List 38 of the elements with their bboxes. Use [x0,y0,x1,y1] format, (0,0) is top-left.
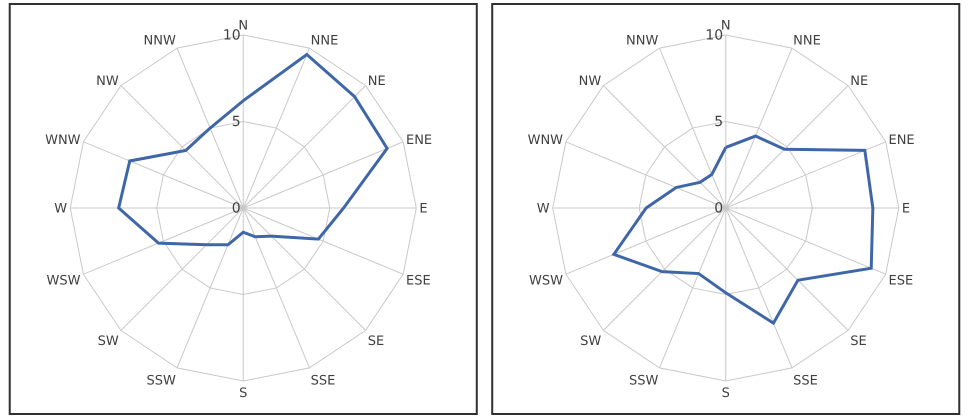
spoke-label: NE [850,74,868,89]
spoke-label: N [720,18,731,34]
spoke-label: E [419,202,428,217]
spoke-label: ESE [888,274,914,289]
spoke-label: WNW [45,132,81,148]
spoke-label: W [536,202,550,217]
spoke-label: ENE [888,132,915,148]
spoke-label: WSW [529,274,564,289]
spoke-label: NNW [626,34,658,49]
spoke-label: SSW [628,373,658,388]
spoke-label: SW [580,334,602,349]
y-tick-label: 10 [222,28,241,44]
spoke-label: NW [578,74,602,89]
spoke-label: NW [96,74,119,89]
spoke-label: ENE [406,132,432,148]
spoke-label: SSW [146,373,176,388]
spoke-label: SSE [793,373,818,388]
spoke-label: SW [98,334,119,349]
spoke-label: ESE [406,274,431,289]
y-tick-label: 5 [232,114,241,130]
spoke-label: WNW [528,132,564,148]
spoke-label: S [722,386,730,402]
spoke-label: NNE [793,34,821,49]
y-tick-label: 0 [232,200,241,217]
y-tick-label: 5 [714,114,724,130]
spoke-label: WSW [46,274,81,289]
y-tick-label: 0 [714,200,724,217]
spoke-label: NNW [144,34,176,49]
spoke-label: S [239,386,248,402]
spoke-label: SE [368,334,384,349]
y-tick-label: 10 [705,28,724,44]
spoke-label: NNE [310,34,338,49]
spoke-label: NE [368,74,386,89]
spoke-label: W [54,202,68,217]
spoke-label: E [902,202,910,217]
spoke-label: SSE [310,373,336,388]
spoke-label: N [238,18,248,34]
spoke-label: SE [850,334,867,349]
